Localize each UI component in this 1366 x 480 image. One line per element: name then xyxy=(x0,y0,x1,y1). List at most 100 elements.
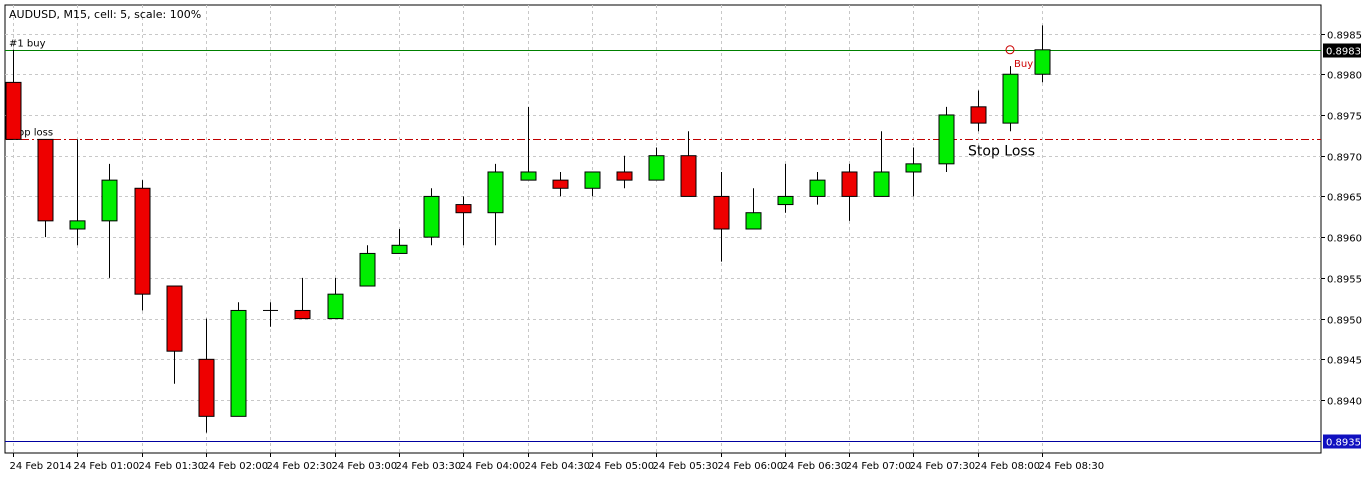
candle-body xyxy=(713,195,730,230)
candle xyxy=(5,49,22,140)
axes: 0.8985 0.8980 0.8975 0.8970 0.8965 0.8960 0.89… xyxy=(10,31,1363,473)
candle-body xyxy=(970,106,987,124)
candle xyxy=(359,245,376,287)
candle xyxy=(584,171,601,197)
candle xyxy=(423,188,440,246)
candle-body xyxy=(37,138,54,222)
candle xyxy=(327,277,344,320)
y-tick-label: 0.8980 xyxy=(1327,71,1362,82)
candle xyxy=(905,147,922,197)
candle xyxy=(520,106,537,181)
candle xyxy=(1034,25,1051,83)
candle-body xyxy=(69,220,86,230)
candles xyxy=(5,25,1051,433)
candle-body xyxy=(487,171,504,214)
y-tick-label: 0.8950 xyxy=(1327,316,1362,327)
x-tick-label: 24 Feb 08:30 xyxy=(1039,461,1105,472)
candle-body xyxy=(134,187,151,295)
candle xyxy=(455,196,472,246)
candle xyxy=(198,318,215,433)
candle xyxy=(938,106,955,172)
candle-body xyxy=(841,171,858,197)
y-tick-label: 0.8975 xyxy=(1327,112,1362,123)
candle xyxy=(777,163,794,213)
stop-loss-text: Stop Loss xyxy=(968,143,1035,159)
bottom_line-price-tag xyxy=(1323,434,1361,449)
chart-frame xyxy=(4,4,1322,454)
candle-body xyxy=(777,195,794,206)
candle-body xyxy=(520,171,537,181)
x-tick-label: 24 Feb 02:00 xyxy=(203,461,269,472)
candle xyxy=(294,277,311,320)
x-tick-label: 24 Feb 06:00 xyxy=(718,461,784,472)
candle xyxy=(166,285,183,384)
candle-body xyxy=(745,212,762,230)
x-tick-label: 24 Feb 07:30 xyxy=(910,461,976,472)
candle xyxy=(745,188,762,230)
candle-body xyxy=(391,244,408,254)
x-tick-label: 24 Feb 08:00 xyxy=(975,461,1041,472)
candle xyxy=(134,180,151,311)
stop_line-label: stop loss xyxy=(9,128,53,139)
candle xyxy=(680,131,697,197)
buy_line-price-label: 0.8983 xyxy=(1326,47,1361,58)
candle xyxy=(616,155,633,189)
x-tick-label: 24 Feb 04:30 xyxy=(525,461,591,472)
candle xyxy=(648,147,665,181)
candle xyxy=(841,163,858,221)
candle xyxy=(487,163,504,246)
candle-body xyxy=(166,285,183,352)
x-tick-label: 24 Feb 02:30 xyxy=(267,461,333,472)
candle-body xyxy=(198,358,215,417)
x-tick-label: 24 Feb 01:30 xyxy=(139,461,205,472)
y-tick-label: 0.8945 xyxy=(1327,356,1362,367)
buy-marker-label: Buy xyxy=(1014,59,1033,70)
x-tick-label: 24 Feb 03:00 xyxy=(332,461,398,472)
chart-title: AUDUSD, M15, cell: 5, scale: 100% xyxy=(9,8,201,21)
candle-body xyxy=(1034,49,1051,75)
x-tick-label: 24 Feb 05:00 xyxy=(589,461,655,472)
x-tick-label: 24 Feb 04:00 xyxy=(460,461,526,472)
candle-body xyxy=(455,204,472,214)
y-tick-label: 0.8955 xyxy=(1327,275,1362,286)
candle-body xyxy=(327,293,344,320)
grid xyxy=(5,5,1321,453)
candle-body xyxy=(294,309,311,320)
candle xyxy=(69,139,86,246)
candle-body xyxy=(5,81,22,140)
candle xyxy=(713,171,730,262)
y-tick-label: 0.8965 xyxy=(1327,193,1362,204)
y-tick-label: 0.8940 xyxy=(1327,397,1362,408)
candle-body xyxy=(680,155,697,197)
x-tick-label: 24 Feb 01:00 xyxy=(74,461,140,472)
candle xyxy=(37,138,54,238)
candle xyxy=(391,229,408,254)
bottom_line-price-label: 0.8935 xyxy=(1326,438,1361,449)
x-tick-label: 24 Feb 03:30 xyxy=(396,461,462,472)
candle-body xyxy=(809,179,826,197)
x-tick-label: 24 Feb 06:30 xyxy=(782,461,848,472)
x-tick-label: 24 Feb 07:00 xyxy=(846,461,912,472)
candle xyxy=(1002,66,1019,132)
candle-body xyxy=(359,252,376,287)
y-tick-label: 0.8985 xyxy=(1327,31,1362,42)
y-tick-label: 0.8970 xyxy=(1327,153,1362,164)
candle-body xyxy=(552,179,569,189)
candle xyxy=(552,171,569,197)
candle-body xyxy=(101,179,118,222)
candle-body xyxy=(938,114,955,165)
level-lines: #1 buy stop loss xyxy=(5,39,1321,442)
candle xyxy=(101,163,118,278)
candle-body xyxy=(616,171,633,181)
annotations: Buy Stop Loss xyxy=(968,45,1035,159)
candle-body xyxy=(1002,73,1019,124)
candle xyxy=(263,302,278,327)
buy-marker xyxy=(1005,45,1015,55)
buy_line-label: #1 buy xyxy=(9,39,46,50)
candle-body xyxy=(905,163,922,173)
candle xyxy=(809,171,826,205)
candle-body xyxy=(584,171,601,189)
candle xyxy=(970,90,987,132)
